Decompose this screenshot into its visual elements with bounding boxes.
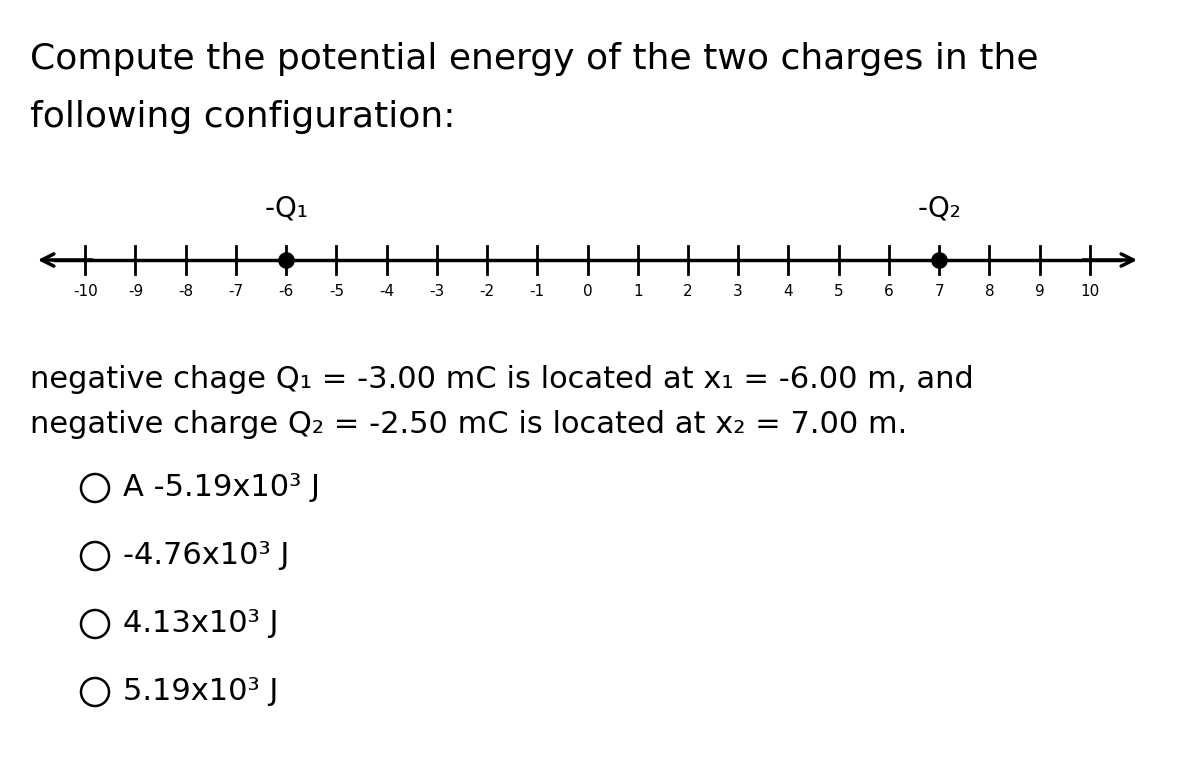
Text: 8: 8 — [984, 284, 994, 299]
Text: 3: 3 — [733, 284, 743, 299]
Text: -4.76x10³ J: -4.76x10³ J — [124, 542, 289, 570]
Text: -6: -6 — [278, 284, 294, 299]
Text: A -5.19x10³ J: A -5.19x10³ J — [124, 473, 320, 503]
Text: 5.19x10³ J: 5.19x10³ J — [124, 678, 278, 706]
Text: 10: 10 — [1080, 284, 1099, 299]
Text: -1: -1 — [529, 284, 545, 299]
Text: -Q₁: -Q₁ — [264, 194, 308, 222]
Text: -9: -9 — [128, 284, 143, 299]
Text: 4.13x10³ J: 4.13x10³ J — [124, 609, 278, 639]
Text: negative charge Q₂ = -2.50 mC is located at x₂ = 7.00 m.: negative charge Q₂ = -2.50 mC is located… — [30, 410, 907, 439]
Text: -Q₂: -Q₂ — [917, 194, 961, 222]
Text: 2: 2 — [683, 284, 692, 299]
Text: 6: 6 — [884, 284, 894, 299]
Text: -8: -8 — [178, 284, 193, 299]
Text: 9: 9 — [1034, 284, 1044, 299]
Text: 1: 1 — [632, 284, 642, 299]
Text: -7: -7 — [228, 284, 244, 299]
Text: -10: -10 — [73, 284, 97, 299]
Text: 0: 0 — [583, 284, 593, 299]
Text: 5: 5 — [834, 284, 844, 299]
Text: -4: -4 — [379, 284, 394, 299]
Text: Compute the potential energy of the two charges in the: Compute the potential energy of the two … — [30, 42, 1038, 76]
Text: -5: -5 — [329, 284, 344, 299]
Text: -3: -3 — [430, 284, 444, 299]
Text: negative chage Q₁ = -3.00 mC is located at x₁ = -6.00 m, and: negative chage Q₁ = -3.00 mC is located … — [30, 365, 973, 394]
Text: 4: 4 — [784, 284, 793, 299]
Text: following configuration:: following configuration: — [30, 100, 456, 134]
Text: 7: 7 — [935, 284, 944, 299]
Text: -2: -2 — [480, 284, 494, 299]
